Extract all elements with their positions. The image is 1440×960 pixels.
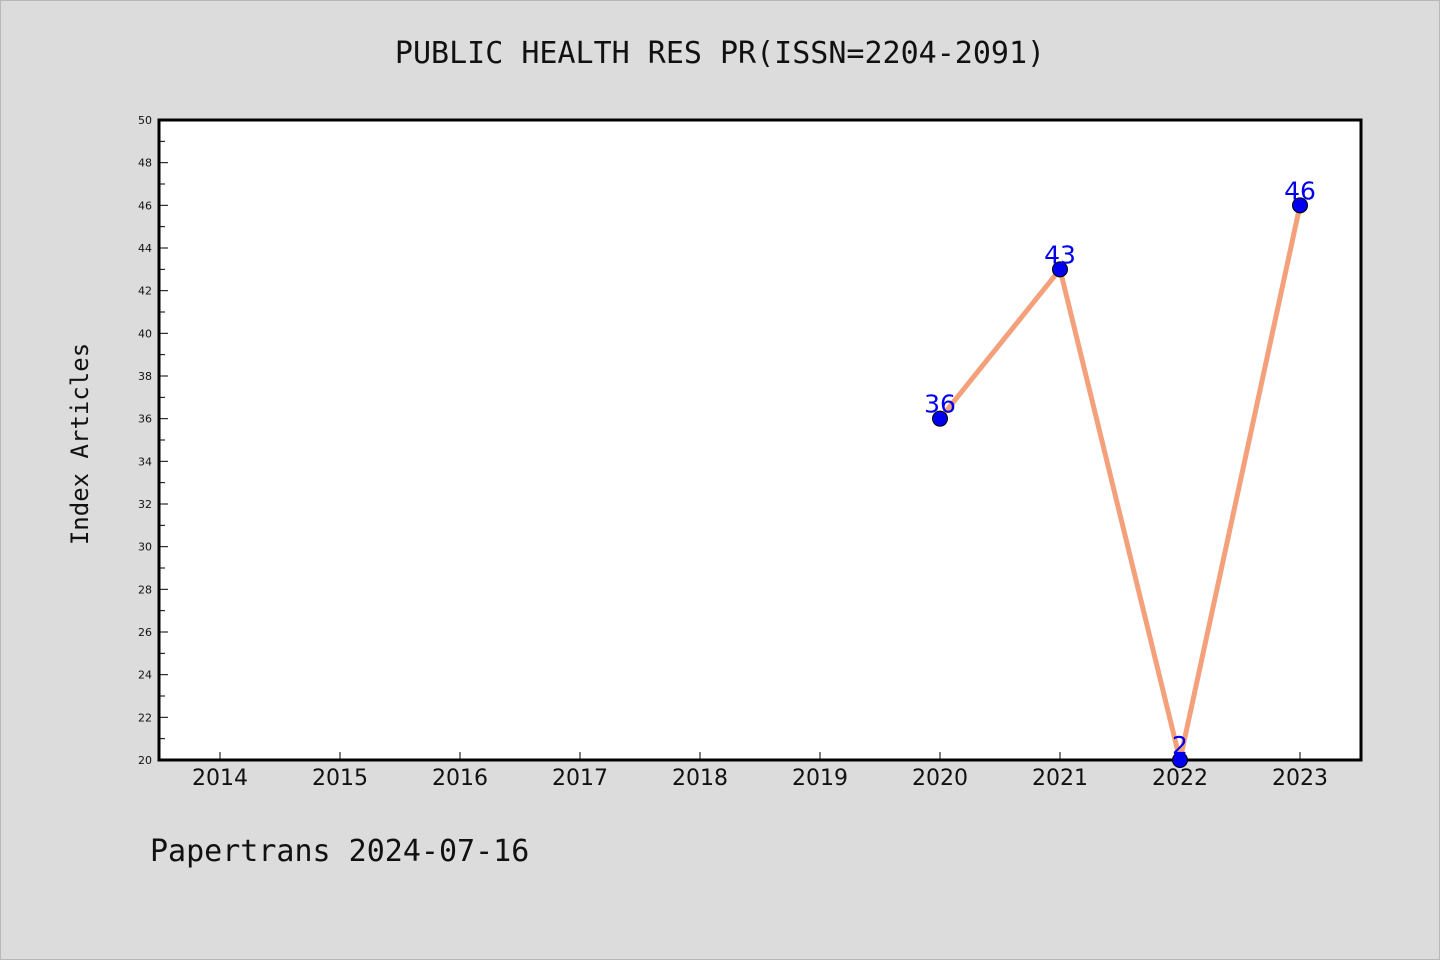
y-tick-label: 34 bbox=[138, 455, 152, 468]
y-tick-label: 26 bbox=[138, 626, 152, 639]
x-tick-label: 2014 bbox=[192, 766, 248, 791]
data-point bbox=[932, 410, 948, 427]
x-tick-label: 2019 bbox=[792, 766, 848, 791]
x-tick-label: 2015 bbox=[312, 766, 368, 791]
x-tick-label: 2022 bbox=[1152, 766, 1208, 791]
y-tick-label: 20 bbox=[138, 754, 152, 767]
y-tick-label: 40 bbox=[138, 327, 152, 340]
y-tick-label: 38 bbox=[138, 370, 152, 383]
x-tick-label: 2016 bbox=[432, 766, 488, 791]
y-tick-label: 30 bbox=[138, 541, 152, 554]
y-tick-label: 50 bbox=[138, 114, 152, 127]
y-tick-label: 44 bbox=[138, 242, 152, 255]
y-tick-label: 36 bbox=[138, 413, 152, 426]
chart-title: PUBLIC HEALTH RES PR(ISSN=2204-2091) bbox=[394, 36, 1046, 71]
y-tick-label: 46 bbox=[138, 199, 152, 212]
data-label: 43 bbox=[1044, 240, 1076, 269]
x-tick-label: 2017 bbox=[552, 766, 608, 791]
series-line bbox=[938, 204, 1303, 763]
data-label: 46 bbox=[1284, 176, 1316, 205]
x-tick-label: 2018 bbox=[672, 766, 728, 791]
data-label: 2 bbox=[1172, 731, 1188, 760]
y-tick-label: 32 bbox=[138, 498, 152, 511]
y-tick-label: 22 bbox=[138, 711, 152, 724]
y-tick-label: 42 bbox=[138, 285, 152, 298]
data-point bbox=[1052, 261, 1068, 278]
footer-text: Papertrans 2024-07-16 bbox=[150, 834, 530, 869]
data-point bbox=[1172, 752, 1188, 768]
data-label: 36 bbox=[924, 390, 956, 419]
data-point bbox=[1292, 197, 1308, 214]
plot-area bbox=[157, 118, 1363, 762]
x-tick-label: 2021 bbox=[1032, 766, 1088, 791]
y-tick-label: 28 bbox=[138, 583, 152, 596]
y-tick-label: 48 bbox=[138, 157, 152, 170]
x-tick-label: 2020 bbox=[912, 766, 968, 791]
y-tick-label: 24 bbox=[138, 669, 152, 682]
x-tick-label: 2023 bbox=[1272, 766, 1328, 791]
